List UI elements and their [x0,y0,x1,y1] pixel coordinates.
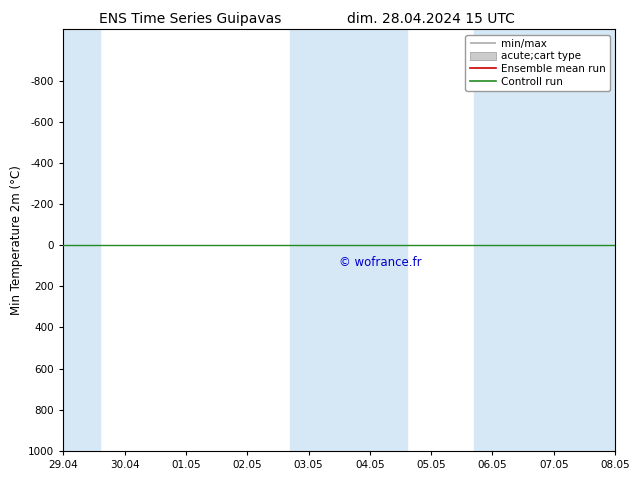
Text: dim. 28.04.2024 15 UTC: dim. 28.04.2024 15 UTC [347,12,515,26]
Text: © wofrance.fr: © wofrance.fr [339,255,422,269]
Text: ENS Time Series Guipavas: ENS Time Series Guipavas [99,12,281,26]
Bar [474,29,615,451]
Legend: min/max, acute;cart type, Ensemble mean run, Controll run: min/max, acute;cart type, Ensemble mean … [465,35,610,91]
Y-axis label: Min Temperature 2m (°C): Min Temperature 2m (°C) [10,165,23,315]
Bar [63,29,100,451]
Bar [290,29,406,451]
